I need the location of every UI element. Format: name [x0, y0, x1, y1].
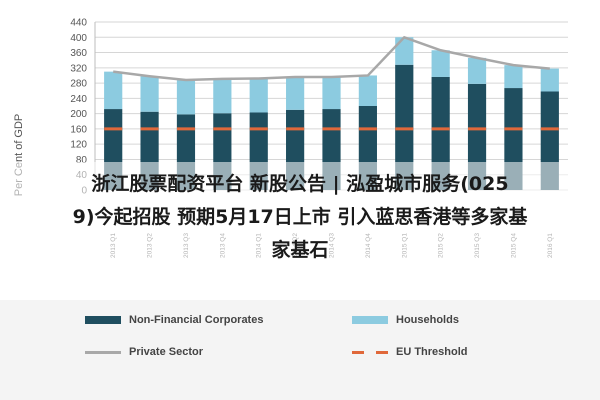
- legend-label-eu-threshold: EU Threshold: [396, 346, 468, 358]
- legend: Non-Financial Corporates Households Priv…: [0, 300, 600, 400]
- banner-text[interactable]: 浙江股票配资平台 新股公告 | 泓盈城市服务(025 9)今起招股 预期5月17…: [0, 168, 600, 267]
- y-ticks: 04080120160200240280320360400440: [70, 18, 87, 197]
- bar-households: [104, 71, 123, 110]
- y-tick-label: 80: [76, 155, 88, 166]
- y-tick-label: 280: [70, 79, 87, 90]
- legend-label-non-financial: Non-Financial Corporates: [129, 314, 264, 326]
- legend-item-eu-threshold: EU Threshold: [352, 346, 468, 358]
- legend-swatch-private-sector: [85, 350, 121, 354]
- y-tick-label: 320: [70, 63, 87, 74]
- bar-households: [431, 50, 450, 77]
- banner-line-3: 家基石: [271, 239, 329, 261]
- y-tick-label: 400: [70, 33, 87, 44]
- lines: [104, 35, 559, 131]
- banner-line-2: 9)今起招股 预期5月17日上市 引入蓝思香港等多家基: [72, 206, 528, 228]
- bar-households: [249, 78, 268, 113]
- bar-households: [395, 37, 414, 65]
- bar-non-financial: [431, 76, 450, 190]
- bar-households: [504, 65, 523, 89]
- bar-non-financial: [395, 64, 414, 190]
- y-tick-label: 360: [70, 48, 87, 59]
- bar-households: [213, 78, 232, 114]
- y-tick-label: 240: [70, 94, 87, 105]
- bar-households: [467, 57, 487, 84]
- legend-label-private-sector: Private Sector: [129, 346, 203, 358]
- y-tick-label: 440: [70, 18, 87, 29]
- legend-swatch-households: [352, 316, 388, 324]
- bar-households: [322, 76, 341, 110]
- bar-households: [540, 68, 559, 92]
- line-private-sector: [113, 35, 550, 82]
- legend-item-non-financial: Non-Financial Corporates: [85, 314, 263, 326]
- legend-swatch-eu-threshold: [352, 350, 388, 354]
- legend-label-households: Households: [396, 314, 459, 326]
- bar-households: [286, 76, 305, 110]
- legend-item-private-sector: Private Sector: [85, 346, 203, 358]
- banner-line-1: 浙江股票配资平台 新股公告 | 泓盈城市服务(025: [91, 173, 509, 195]
- legend-swatch-non-financial: [85, 316, 121, 324]
- bar-households: [176, 80, 196, 115]
- y-tick-label: 200: [70, 109, 87, 120]
- banner-backdrop: [0, 162, 600, 260]
- bar-households: [140, 76, 159, 112]
- y-tick-label: 120: [70, 140, 87, 151]
- bar-households: [358, 75, 377, 106]
- legend-item-households: Households: [352, 314, 459, 326]
- y-tick-label: 160: [70, 124, 87, 135]
